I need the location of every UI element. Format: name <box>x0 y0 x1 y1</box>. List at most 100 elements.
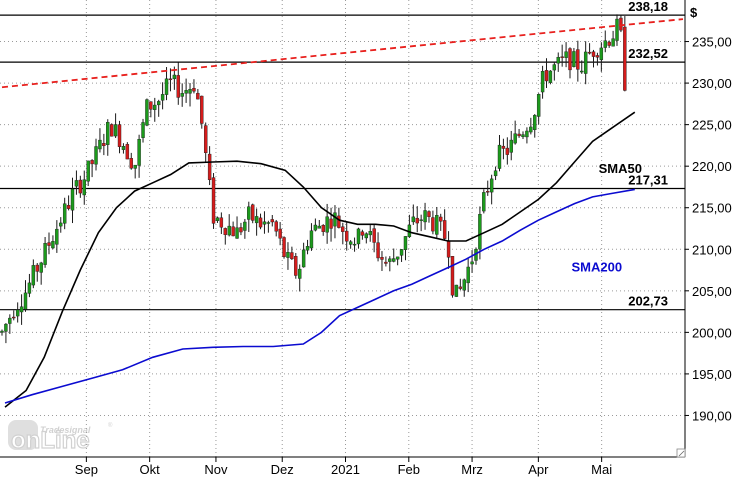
y-tick-label: 210,00 <box>692 242 732 257</box>
logo-big-text: onLine <box>11 427 90 454</box>
candle-down <box>376 242 380 259</box>
candle-up <box>156 101 161 106</box>
candle-up <box>23 292 28 310</box>
candle-down <box>129 158 133 169</box>
candle-up <box>411 216 416 223</box>
candle-up <box>540 71 545 93</box>
candle-up <box>599 47 604 60</box>
series-line-sma200 <box>4 188 635 404</box>
candle-down <box>337 215 341 228</box>
level-label: 217,31 <box>628 173 668 188</box>
candle-up <box>403 236 408 251</box>
candle-up <box>556 56 560 64</box>
candle-down <box>251 204 255 221</box>
candle-up <box>235 227 239 239</box>
candle-up <box>615 18 619 41</box>
moving-averages <box>4 111 636 408</box>
logo-small-text: Tradesignal <box>40 425 91 435</box>
candle-down <box>35 264 39 272</box>
candle-up <box>388 258 392 262</box>
candle-up <box>482 192 486 212</box>
candle-up <box>133 164 137 169</box>
candle-up <box>121 146 126 150</box>
candle-up <box>137 139 141 166</box>
candle-up <box>462 279 466 291</box>
candle-down <box>231 226 235 237</box>
candle-down <box>431 217 435 232</box>
candle-up <box>317 225 321 229</box>
candle-up <box>180 93 184 97</box>
y-tick-label: 235,00 <box>692 35 732 50</box>
candle-up <box>313 224 318 231</box>
candle-up <box>603 40 607 48</box>
level-label: 238,18 <box>628 0 668 14</box>
candle-down <box>149 101 153 110</box>
resize-grip-icon[interactable] <box>676 448 686 458</box>
candle-down <box>200 95 204 124</box>
candle-down <box>192 87 196 92</box>
candle-up <box>493 170 498 177</box>
candle-up <box>62 203 67 224</box>
candle-up <box>286 251 290 258</box>
candle-up <box>392 258 396 262</box>
candle-up <box>435 215 439 235</box>
tradesignal-online-logo: Tradesignal ® onLine <box>8 420 113 455</box>
candle-up <box>254 216 259 224</box>
candle-down <box>607 41 611 46</box>
candle-down <box>274 221 278 232</box>
candle-down <box>223 228 227 235</box>
candle-up <box>39 262 43 273</box>
candle-down <box>439 216 443 222</box>
candle-up <box>399 249 404 256</box>
candle-down <box>211 177 216 224</box>
candlesticks <box>0 14 627 344</box>
candle-down <box>384 261 388 264</box>
candle-up <box>333 212 337 227</box>
candle-up <box>247 206 251 220</box>
candle-up <box>172 74 177 80</box>
candle-down <box>517 133 521 137</box>
candle-up <box>43 243 47 265</box>
candle-up <box>489 178 494 193</box>
y-tick-label: 205,00 <box>692 284 732 299</box>
x-tick-label: Okt <box>140 462 161 477</box>
candle-down <box>360 231 365 236</box>
y-tick-label: 220,00 <box>692 159 732 174</box>
candle-down <box>486 191 490 193</box>
candle-up <box>470 261 474 265</box>
candle-down <box>109 124 114 137</box>
candle-up <box>227 225 231 236</box>
y-tick-label: 230,00 <box>692 76 732 91</box>
candle-up <box>572 51 576 67</box>
candle-down <box>117 124 122 147</box>
candle-down <box>196 92 200 100</box>
candle-down <box>568 48 572 71</box>
candle-down <box>207 153 212 181</box>
candle-up <box>113 124 118 137</box>
x-tick-label: Dez <box>271 462 294 477</box>
candle-up <box>55 228 59 245</box>
candle-down <box>258 217 263 228</box>
candle-up <box>395 256 400 260</box>
x-tick-label: Sep <box>75 462 98 477</box>
candle-up <box>188 89 192 94</box>
candle-up <box>74 180 79 187</box>
candle-down <box>544 70 549 82</box>
y-axis-ticks: 190,00 195,00 200,00 205,00 210,00 215,00 220,… <box>685 35 732 423</box>
candle-up <box>106 122 110 145</box>
candle-down <box>380 257 384 260</box>
candle-up <box>525 130 529 138</box>
candle-down <box>591 51 596 57</box>
candle-up <box>266 222 271 224</box>
candle-up <box>309 230 314 249</box>
candle-down <box>321 225 325 232</box>
x-tick-label: Feb <box>398 462 420 477</box>
candle-up <box>141 122 145 138</box>
candle-up <box>521 134 525 138</box>
candle-up <box>243 221 247 231</box>
series-line-sma50 <box>4 111 636 408</box>
candle-down <box>446 240 451 258</box>
series-label-sma50: SMA50 <box>599 161 642 176</box>
candle-up <box>497 144 502 169</box>
candle-down <box>125 144 130 160</box>
